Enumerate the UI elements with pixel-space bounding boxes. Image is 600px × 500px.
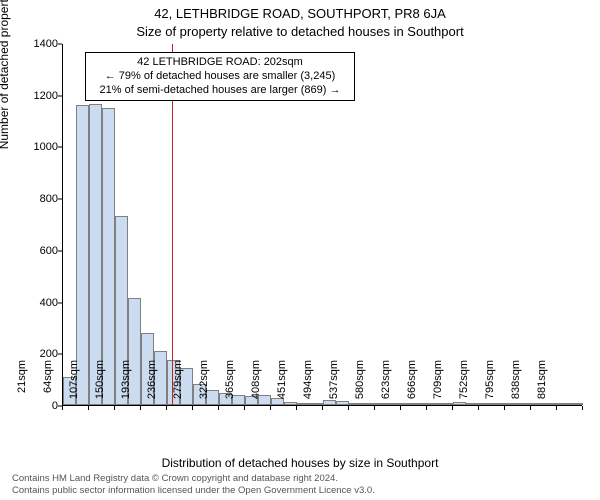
chart-title-main: 42, LETHBRIDGE ROAD, SOUTHPORT, PR8 6JA bbox=[0, 6, 600, 21]
x-tick-label: 279sqm bbox=[172, 360, 184, 410]
x-tick-label: 236sqm bbox=[146, 360, 158, 410]
x-tick-label: 580sqm bbox=[354, 360, 366, 410]
x-tick-label: 193sqm bbox=[120, 360, 132, 410]
x-tick-mark bbox=[348, 406, 349, 410]
x-tick-mark bbox=[270, 406, 271, 410]
x-axis-label: Distribution of detached houses by size … bbox=[0, 456, 600, 470]
x-tick-label: 107sqm bbox=[68, 360, 80, 410]
x-tick-mark bbox=[192, 406, 193, 410]
histogram-bar bbox=[557, 403, 570, 405]
y-tick-label: 1000 bbox=[22, 141, 58, 153]
footer-line-1: Contains HM Land Registry data © Crown c… bbox=[12, 473, 375, 484]
x-tick-label: 623sqm bbox=[380, 360, 392, 410]
x-tick-label: 494sqm bbox=[302, 360, 314, 410]
x-tick-label: 451sqm bbox=[276, 360, 288, 410]
x-tick-label: 322sqm bbox=[198, 360, 210, 410]
x-tick-label: 408sqm bbox=[250, 360, 262, 410]
y-tick-mark bbox=[58, 44, 62, 45]
x-tick-label: 666sqm bbox=[406, 360, 418, 410]
x-tick-mark bbox=[244, 406, 245, 410]
x-tick-mark bbox=[478, 406, 479, 410]
chart-title-sub: Size of property relative to detached ho… bbox=[0, 24, 600, 39]
histogram-bar bbox=[570, 403, 583, 405]
x-tick-mark bbox=[504, 406, 505, 410]
y-tick-label: 1200 bbox=[22, 90, 58, 102]
y-tick-label: 1400 bbox=[22, 38, 58, 50]
annotation-line: 42 LETHBRIDGE ROAD: 202sqm bbox=[92, 56, 348, 70]
y-tick-mark bbox=[58, 147, 62, 148]
x-tick-label: 752sqm bbox=[458, 360, 470, 410]
x-tick-label: 21sqm bbox=[16, 360, 28, 410]
x-tick-mark bbox=[426, 406, 427, 410]
x-tick-mark bbox=[322, 406, 323, 410]
property-size-chart: 42, LETHBRIDGE ROAD, SOUTHPORT, PR8 6JA … bbox=[0, 0, 600, 500]
x-tick-mark bbox=[218, 406, 219, 410]
x-tick-label: 150sqm bbox=[94, 360, 106, 410]
chart-footer: Contains HM Land Registry data © Crown c… bbox=[12, 473, 375, 496]
x-tick-mark bbox=[166, 406, 167, 410]
x-tick-mark bbox=[114, 406, 115, 410]
x-tick-mark bbox=[62, 406, 63, 410]
x-tick-mark bbox=[582, 406, 583, 410]
y-tick-mark bbox=[58, 302, 62, 303]
y-tick-label: 600 bbox=[22, 245, 58, 257]
y-tick-label: 400 bbox=[22, 297, 58, 309]
y-tick-label: 800 bbox=[22, 193, 58, 205]
x-tick-label: 795sqm bbox=[484, 360, 496, 410]
x-tick-label: 64sqm bbox=[42, 360, 54, 410]
y-tick-label: 200 bbox=[22, 348, 58, 360]
y-tick-mark bbox=[58, 250, 62, 251]
x-tick-label: 881sqm bbox=[536, 360, 548, 410]
y-tick-mark bbox=[58, 199, 62, 200]
y-tick-mark bbox=[58, 354, 62, 355]
y-tick-mark bbox=[58, 95, 62, 96]
x-tick-mark bbox=[296, 406, 297, 410]
x-tick-label: 365sqm bbox=[224, 360, 236, 410]
annotation-box: 42 LETHBRIDGE ROAD: 202sqm← 79% of detac… bbox=[85, 52, 355, 101]
x-tick-label: 709sqm bbox=[432, 360, 444, 410]
x-tick-label: 838sqm bbox=[510, 360, 522, 410]
x-tick-mark bbox=[400, 406, 401, 410]
x-tick-mark bbox=[530, 406, 531, 410]
x-tick-mark bbox=[374, 406, 375, 410]
x-tick-mark bbox=[88, 406, 89, 410]
x-tick-label: 537sqm bbox=[328, 360, 340, 410]
x-tick-mark bbox=[556, 406, 557, 410]
x-tick-mark bbox=[452, 406, 453, 410]
annotation-line: 21% of semi-detached houses are larger (… bbox=[92, 84, 348, 98]
footer-line-2: Contains public sector information licen… bbox=[12, 485, 375, 496]
y-axis-label: Number of detached properties bbox=[0, 0, 11, 149]
x-tick-mark bbox=[140, 406, 141, 410]
annotation-line: ← 79% of detached houses are smaller (3,… bbox=[92, 70, 348, 84]
